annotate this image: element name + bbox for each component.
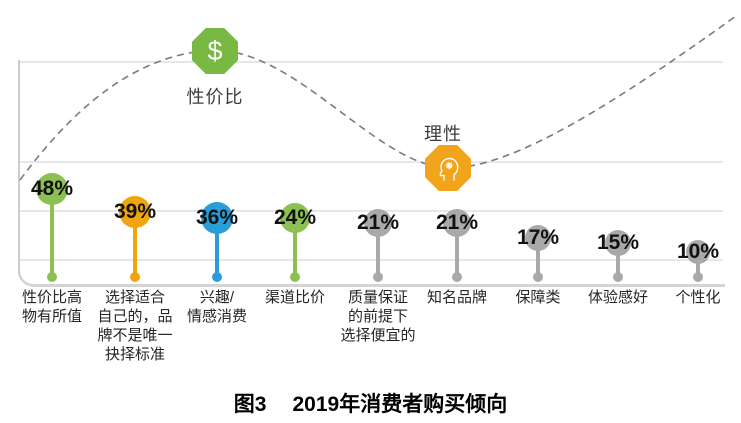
lollipop-dot <box>533 272 543 282</box>
lollipop-dot <box>47 272 57 282</box>
lollipop-head <box>525 225 551 251</box>
rationality-badge <box>425 145 471 191</box>
lollipop-dot <box>212 272 222 282</box>
cost-performance-badge: $ <box>192 28 238 74</box>
lollipop-dot <box>613 272 623 282</box>
value-label: 48% <box>30 177 74 200</box>
value-label: 21% <box>435 211 479 234</box>
lollipop-dot <box>130 272 140 282</box>
lollipop-stem <box>293 231 297 277</box>
value-label: 10% <box>676 240 720 263</box>
plot-frame <box>18 60 725 287</box>
category-label: 保障类 <box>515 289 561 306</box>
category-label: 质量保证 的前提下 选择便宜的 <box>340 289 416 344</box>
category-label: 渠道比价 <box>264 289 325 306</box>
value-label: 21% <box>356 211 400 234</box>
category-label: 兴趣/ 情感消费 <box>186 289 247 325</box>
lollipop-stem <box>50 203 54 277</box>
lollipop-stem <box>536 249 540 277</box>
value-label: 39% <box>113 200 157 223</box>
gridline <box>18 259 723 261</box>
value-label: 36% <box>195 206 239 229</box>
value-label: 17% <box>516 226 560 249</box>
lollipop-stem <box>455 235 459 277</box>
value-label: 15% <box>596 231 640 254</box>
category-label: 性价比高 物有所值 <box>21 289 82 325</box>
lollipop-stem <box>215 232 219 277</box>
lollipop-head <box>605 230 631 256</box>
dollar-icon: $ <box>207 36 223 66</box>
lollipop-dot <box>693 272 703 282</box>
rationality-label: 理性 <box>424 124 462 144</box>
caption: 图3 2019年消费者购买倾向 <box>0 388 741 418</box>
category-label: 体验感好 <box>587 289 648 306</box>
caption-figure-label: 图3 <box>233 393 267 416</box>
lollipop-stem <box>376 235 380 277</box>
lollipop-head <box>686 240 710 264</box>
lollipop-head <box>201 202 233 234</box>
lollipop-head <box>443 209 471 237</box>
category-label: 选择适合 自己的，品 牌不是唯一 抉择标准 <box>97 289 173 363</box>
lollipop-dot <box>373 272 383 282</box>
value-label: 24% <box>273 206 317 229</box>
lollipop-stem <box>616 254 620 277</box>
lollipop-head <box>119 196 151 228</box>
lollipop-dot <box>452 272 462 282</box>
lollipop-stem <box>133 226 137 277</box>
lollipop-head <box>364 209 392 237</box>
category-label: 个性化 <box>675 289 721 306</box>
category-label: 知名品牌 <box>426 289 487 306</box>
head-icon <box>439 157 459 181</box>
lollipop-head <box>36 173 68 205</box>
lollipop-stem <box>696 262 700 277</box>
lollipop-head <box>280 203 310 233</box>
lollipop-dot <box>290 272 300 282</box>
cost-performance-label: 性价比 <box>186 87 244 107</box>
caption-title: 2019年消费者购买倾向 <box>292 393 508 416</box>
